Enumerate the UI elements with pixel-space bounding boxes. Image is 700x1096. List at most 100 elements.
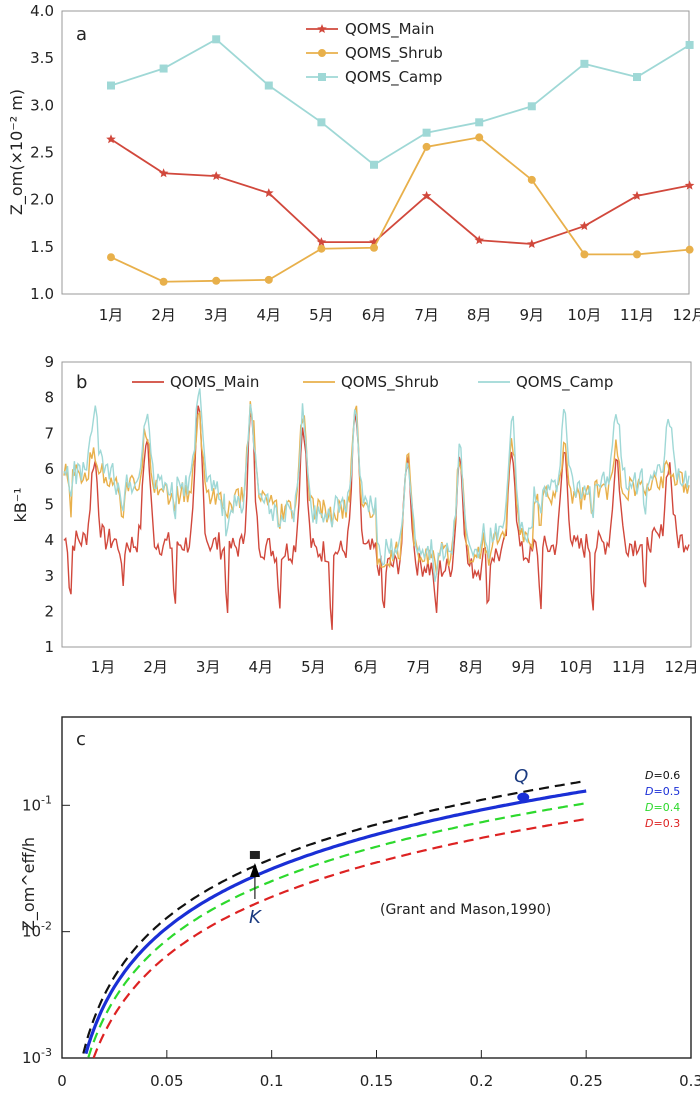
panel-b-series-line bbox=[63, 388, 690, 582]
panel-a-data-point bbox=[107, 253, 115, 262]
panel-c-curve-label: D=0.3 bbox=[645, 817, 680, 830]
panel-b-x-tick-label: 10月 bbox=[559, 658, 593, 676]
panel-c-curve-label-d: D bbox=[645, 769, 653, 782]
panel-a-data-point bbox=[474, 235, 484, 245]
panel-a-data-point bbox=[159, 64, 168, 73]
panel-a-data-point bbox=[475, 133, 484, 142]
panel-a-x-tick-label: 10月 bbox=[567, 306, 601, 324]
panel-b-x-tick-label: 9月 bbox=[512, 658, 537, 676]
panel-a-legend-marker bbox=[318, 73, 326, 81]
panel-a-data-point bbox=[369, 237, 379, 247]
panel-c-curve-label-d: D bbox=[645, 817, 653, 830]
panel-c-x-tick-label: 0.2 bbox=[469, 1072, 493, 1090]
panel-a-x-tick-label: 8月 bbox=[467, 306, 492, 324]
panel-a-data-point bbox=[422, 128, 431, 137]
panel-a-data-point bbox=[422, 142, 431, 151]
panel-a-data-point bbox=[421, 190, 432, 200]
panel-a-y-tick-label: 1.5 bbox=[30, 238, 54, 256]
panel-c-x-tick-label: 0.1 bbox=[260, 1072, 284, 1090]
panel-a-data-point bbox=[632, 190, 642, 200]
panel-a-data-point bbox=[212, 276, 221, 285]
panel-b-x-tick-label: 7月 bbox=[406, 658, 431, 676]
panel-c-point-q bbox=[517, 792, 530, 802]
panel-a-x-tick-label: 1月 bbox=[99, 306, 124, 324]
panel-c-curve-label-value: =0.5 bbox=[653, 785, 680, 798]
panel-a-data-point bbox=[264, 188, 274, 198]
panel-c-y-tick-label: 10-1 bbox=[22, 793, 52, 814]
panel-a-x-tick-label: 9月 bbox=[520, 306, 545, 324]
panel-a-legend-label: QOMS_Main bbox=[345, 20, 434, 39]
panel-c-x-tick-label: 0.3 bbox=[679, 1072, 700, 1090]
panel-a-y-tick-label: 1.0 bbox=[30, 285, 54, 303]
panel-a-x-tick-label: 11月 bbox=[620, 306, 654, 324]
panel-c-x-tick-label: 0.05 bbox=[150, 1072, 183, 1090]
panel-a-data-point bbox=[475, 118, 484, 127]
panel-a-y-tick-label: 3.0 bbox=[30, 96, 54, 114]
panel-a-y-tick-label: 4.0 bbox=[30, 2, 54, 20]
panel-a-data-point bbox=[211, 171, 221, 181]
panel-c-letter: c bbox=[76, 729, 86, 750]
panel-a-data-point bbox=[527, 239, 537, 248]
panel-a-data-point bbox=[580, 59, 589, 68]
panel-a-data-point bbox=[685, 245, 694, 254]
panel-c-curve-label-d: D bbox=[645, 785, 653, 798]
panel-b-x-tick-label: 6月 bbox=[354, 658, 379, 676]
panel-c-line-chart: c 10-110-210-3 0 0.05 0.1 0.15 0.2 0.25 0.3 QK… bbox=[19, 716, 700, 1090]
panel-a-y-tick-label: 3.5 bbox=[30, 49, 54, 67]
panel-a-data-point bbox=[527, 175, 536, 184]
panel-a-x-tick-label: 12月 bbox=[673, 306, 700, 324]
panel-c-y-tick-exp: -2 bbox=[41, 920, 52, 933]
panel-b-y-tick-label: 9 bbox=[44, 353, 54, 371]
panel-a-data-point bbox=[579, 221, 590, 231]
panel-b-y-tick-label: 2 bbox=[44, 602, 54, 620]
panel-a-y-axis-label: Z_om(×10⁻² m) bbox=[7, 89, 27, 215]
panel-a-data-point bbox=[264, 275, 273, 284]
panel-b-letter: b bbox=[76, 372, 87, 393]
panel-a-data-point bbox=[370, 243, 378, 252]
panel-a-data-point bbox=[685, 40, 694, 49]
panel-a-data-point bbox=[158, 168, 169, 178]
panel-c-y-tick-exp: -3 bbox=[41, 1046, 52, 1059]
panel-a-series-line bbox=[110, 38, 691, 166]
panel-b-y-tick-label: 4 bbox=[44, 531, 54, 549]
panel-a-data-point bbox=[527, 102, 536, 111]
panel-b-x-tick-label: 4月 bbox=[249, 658, 274, 676]
panel-a-data-point bbox=[212, 35, 221, 44]
panel-c-curve-label-value: =0.4 bbox=[653, 801, 680, 814]
panel-a-x-tick-label: 6月 bbox=[362, 306, 387, 324]
panel-c-y-tick-label: 10-2 bbox=[22, 920, 52, 941]
panel-c-plot-area bbox=[61, 716, 692, 1059]
panel-a-data-point bbox=[264, 81, 273, 90]
panel-a-x-tick-label: 2月 bbox=[151, 306, 176, 324]
panel-a-data-point bbox=[633, 73, 641, 82]
panel-b-x-tick-label: 3月 bbox=[196, 658, 221, 676]
panel-b-legend-label: QOMS_Main bbox=[170, 373, 259, 392]
panel-a-data-point bbox=[317, 244, 326, 253]
panel-b-x-tick-label: 1月 bbox=[91, 658, 116, 676]
panel-a-legend-marker bbox=[317, 24, 327, 33]
panel-c-curve-label-value: =0.3 bbox=[653, 817, 680, 830]
panel-a-series-line bbox=[110, 136, 690, 283]
panel-b-x-tick-label: 11月 bbox=[612, 658, 646, 676]
panel-c-curve bbox=[82, 779, 587, 1054]
panel-c-curve-label-d: D bbox=[645, 801, 653, 814]
panel-c-curve bbox=[87, 802, 587, 1058]
panel-b-x-tick-label: 12月 bbox=[665, 658, 699, 676]
panel-c-curve-label: D=0.4 bbox=[645, 801, 680, 814]
panel-a-data-point bbox=[580, 250, 589, 259]
panel-b-y-tick-label: 1 bbox=[44, 638, 54, 656]
panel-b-y-tick-label: 3 bbox=[44, 567, 54, 585]
panel-c-point-label: Q bbox=[514, 766, 528, 787]
panel-a-legend-label: QOMS_Camp bbox=[345, 68, 442, 87]
panel-b-y-axis-label: kB⁻¹ bbox=[11, 487, 30, 522]
panel-a-legend-label: QOMS_Shrub bbox=[345, 44, 443, 63]
panel-c-y-tick-exp: -1 bbox=[41, 793, 52, 806]
panel-a-x-tick-label: 4月 bbox=[257, 306, 282, 324]
panel-a-data-point bbox=[316, 237, 327, 247]
panel-c-annotation: (Grant and Mason,1990) bbox=[380, 902, 551, 918]
panel-a-data-point bbox=[159, 277, 168, 286]
panel-a-data-point bbox=[684, 180, 695, 190]
panel-a-series-line bbox=[110, 138, 690, 245]
panel-a-y-tick-label: 2.0 bbox=[30, 191, 54, 209]
panel-c-curve-label-value: =0.6 bbox=[653, 769, 680, 782]
